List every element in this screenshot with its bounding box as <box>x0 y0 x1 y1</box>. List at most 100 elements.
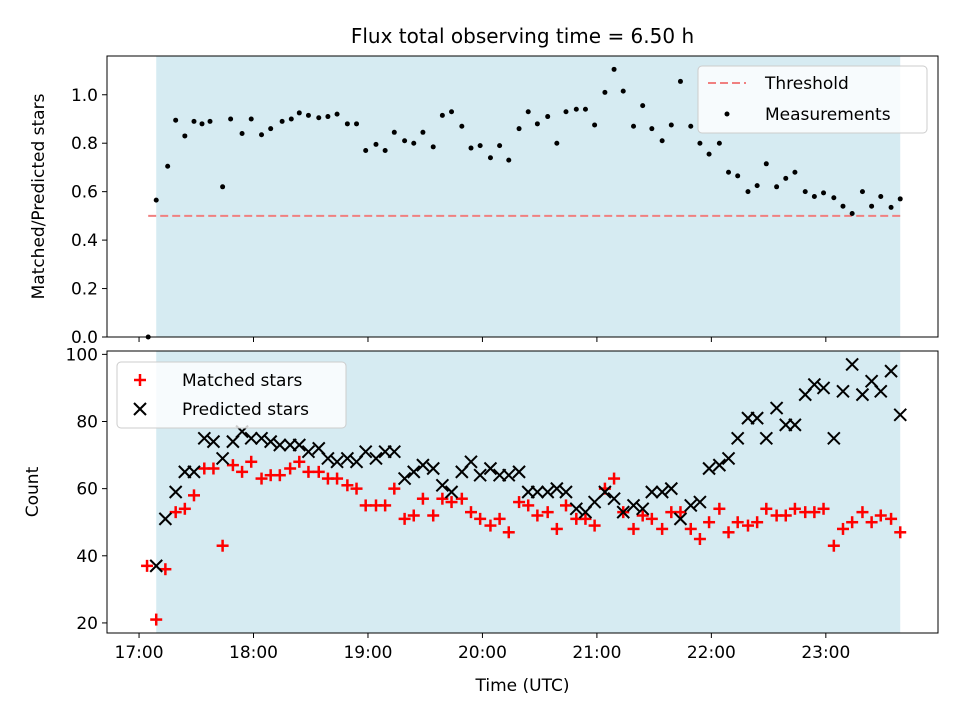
measurement-point <box>668 122 674 128</box>
predicted-star-point <box>444 485 459 499</box>
measurement-point <box>563 109 569 115</box>
time-tick-label: 22:00 <box>687 643 736 663</box>
matched-star-point <box>284 462 297 475</box>
measurement-point <box>659 138 665 144</box>
measurement-point <box>783 175 789 181</box>
count-axis-label: Count <box>23 466 43 517</box>
measurement-point <box>268 126 274 132</box>
measurement-point <box>506 157 512 163</box>
matched-star-point <box>788 502 801 515</box>
predicted-star-point <box>340 451 355 466</box>
matched-star-point <box>751 516 764 529</box>
matched-star-point <box>894 526 907 539</box>
measurement-point <box>430 144 436 150</box>
measurement-point <box>228 116 234 122</box>
measurement-point <box>897 196 903 202</box>
ratio-legend: Threshold Measurements <box>697 65 928 134</box>
matched-star-point <box>150 613 163 626</box>
measurement-point <box>774 184 780 190</box>
predicted-star-point <box>559 485 573 499</box>
measurement-point <box>763 161 769 167</box>
measurement-point <box>316 115 322 121</box>
measurements-series <box>145 66 903 340</box>
predicted-star-point <box>263 434 278 449</box>
measurement-point <box>402 138 408 144</box>
predicted-star-point <box>684 498 698 513</box>
measurement-point <box>477 143 483 149</box>
matched-star-point <box>455 492 468 505</box>
measurement-point <box>325 114 331 120</box>
measurement-point <box>620 88 626 94</box>
predicted-star-point <box>483 461 498 476</box>
measurement-point <box>305 112 311 118</box>
predicted-star-point <box>655 485 669 499</box>
predicted-star-point <box>673 512 688 526</box>
matched-star-point <box>416 492 429 505</box>
legend-matched-label: Matched stars <box>182 371 302 391</box>
predicted-star-point <box>358 445 373 459</box>
predicted-star-point <box>149 559 163 573</box>
measurement-point <box>468 145 474 151</box>
measurement-point <box>611 66 617 72</box>
predicted-star-point <box>254 431 269 445</box>
predicted-star-point <box>435 478 450 492</box>
legend-measurements-swatch <box>724 111 730 117</box>
predicted-star-point <box>664 481 679 496</box>
measurement-point <box>382 147 388 153</box>
matched-star-point <box>226 459 239 472</box>
predicted-star-point <box>730 431 745 445</box>
matched-star-point <box>703 516 716 529</box>
measurement-point <box>649 126 655 132</box>
matched-star-point <box>141 559 154 572</box>
matched-star-point <box>636 509 649 522</box>
predicted-star-point <box>893 408 907 422</box>
matched-star-point <box>445 496 458 509</box>
measurement-point <box>821 190 827 196</box>
matched-star-point <box>388 482 401 495</box>
predicted-star-point <box>512 465 526 479</box>
measurement-point <box>182 133 188 139</box>
predicted-star-point <box>464 455 478 469</box>
measurement-point <box>173 117 179 123</box>
matched-star-point <box>464 506 477 519</box>
predicted-star-point <box>473 468 487 482</box>
measurement-point <box>878 194 884 199</box>
predicted-star-point <box>693 495 707 509</box>
predicted-star-point <box>645 485 659 499</box>
measurement-point <box>165 163 171 169</box>
matched-star-point <box>674 506 687 519</box>
measurement-point <box>792 169 798 175</box>
matched-star-point <box>846 516 859 529</box>
predicted-star-point <box>369 451 383 466</box>
predicted-star-point <box>244 431 258 445</box>
predicted-star-point <box>292 438 307 452</box>
matched-star-point <box>836 522 849 535</box>
measurement-point <box>363 147 369 153</box>
count-x-ticks: 17:00 18:00 19:00 20:00 21:00 22:00 23:00 <box>115 633 850 663</box>
matched-star-point <box>885 512 898 525</box>
ratio-panel: 0.0 0.2 0.4 0.6 0.8 1.0 Flux total observing … <box>29 24 939 348</box>
matched-star-point <box>713 502 726 515</box>
predicted-star-point <box>273 438 287 452</box>
matched-star-point <box>627 522 640 535</box>
count-panel: 20 40 60 80 100 17:00 18:00 19:00 20:00 21:00 22:… <box>23 345 939 696</box>
predicted-star-point <box>197 431 212 445</box>
matched-star-point <box>531 509 544 522</box>
measurement-point <box>199 121 205 127</box>
measurement-point <box>373 141 379 147</box>
measurement-point <box>439 112 445 118</box>
matched-star-point <box>693 533 706 545</box>
measurement-point <box>706 151 712 157</box>
predicted-star-point <box>759 431 774 445</box>
predicted-star-point <box>426 461 440 476</box>
measurement-point <box>745 189 751 195</box>
time-tick-label: 18:00 <box>229 643 278 663</box>
matched-star-point <box>513 496 526 509</box>
measurement-point <box>420 129 426 135</box>
matched-star-point <box>474 512 487 525</box>
matched-star-point <box>359 499 372 512</box>
predicted-star-point <box>816 381 831 395</box>
matched-star-point <box>216 539 229 552</box>
predicted-star-point <box>168 485 183 499</box>
predicted-star-point <box>845 357 859 372</box>
